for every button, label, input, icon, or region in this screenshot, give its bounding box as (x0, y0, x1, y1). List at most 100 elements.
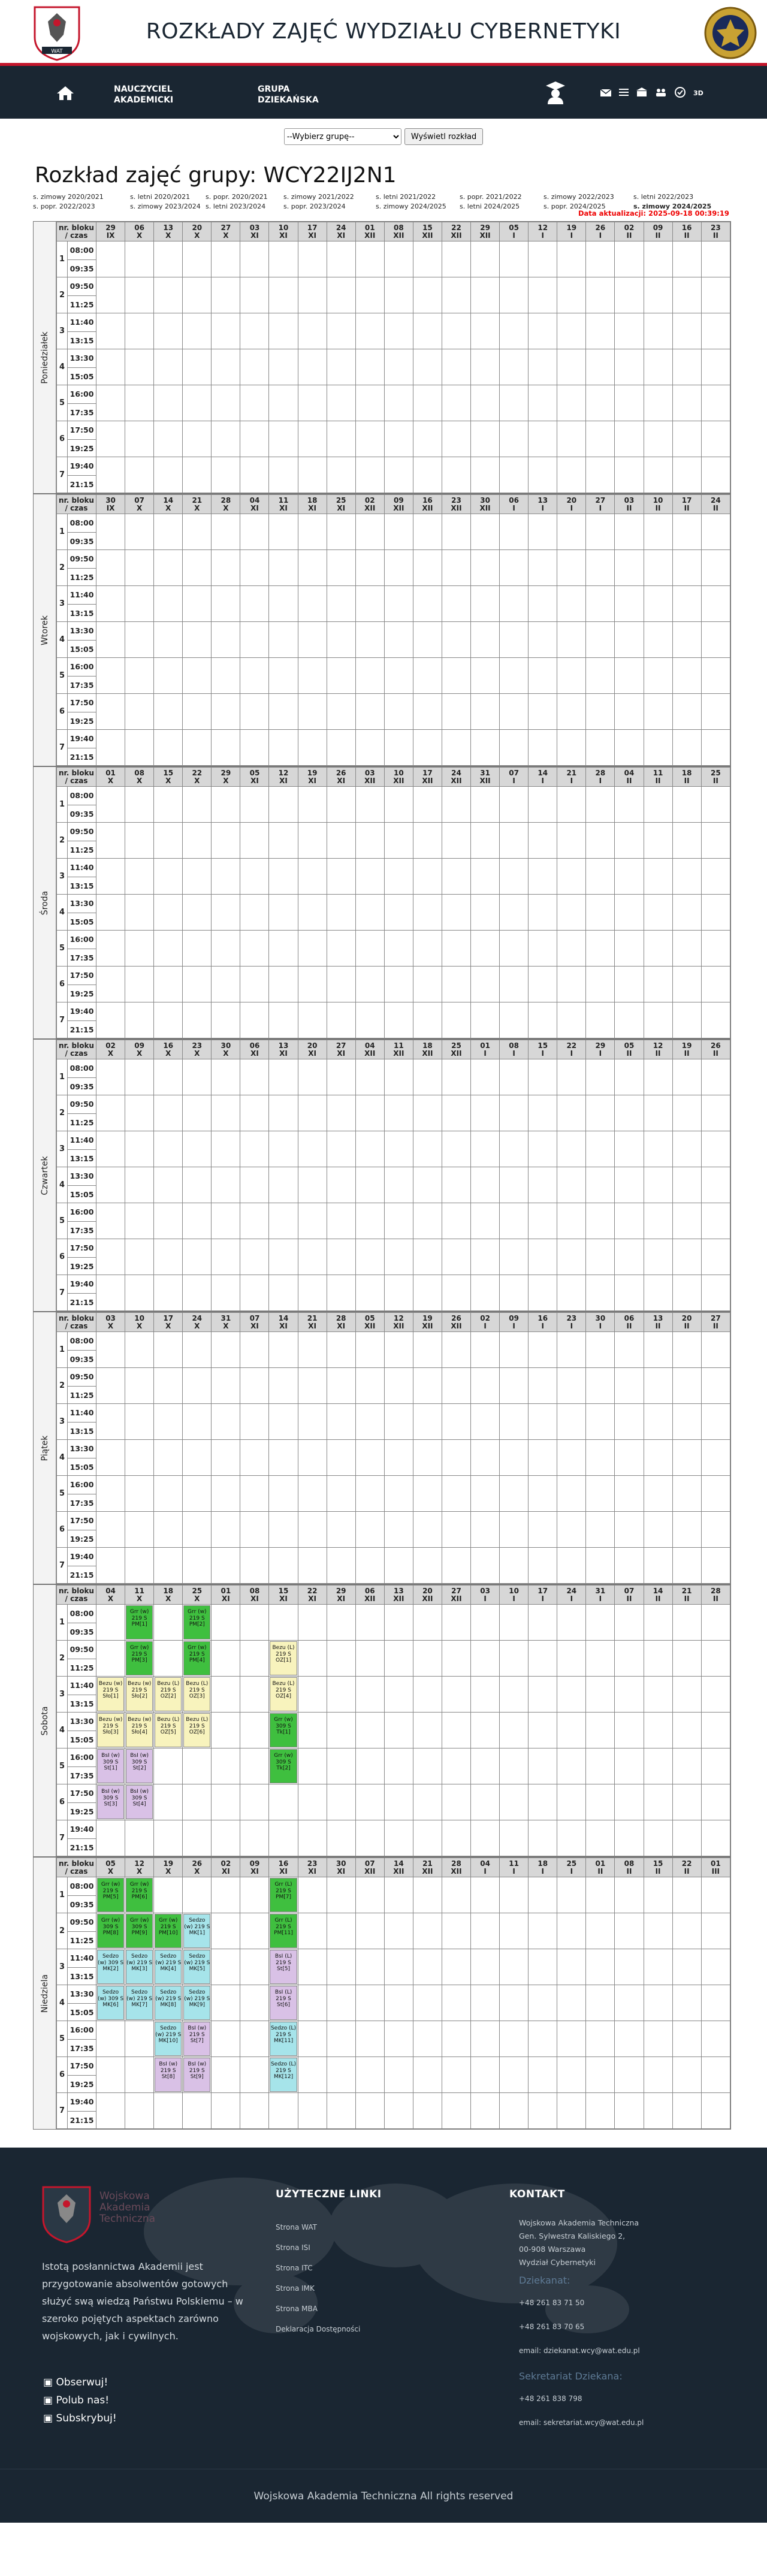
semester-link[interactable]: s. zimowy 2024/2025 (376, 203, 446, 210)
class-event[interactable]: Bezu (L) 219 S OZ[5] (155, 1713, 182, 1747)
mail-icon[interactable] (599, 86, 612, 98)
schedule-cell (412, 1095, 442, 1131)
useful-link[interactable]: Strona WAT (276, 2223, 317, 2231)
semester-link[interactable]: s. popr. 2020/2021 (206, 193, 268, 201)
show-schedule-button[interactable]: Wyświetl rozkład (404, 128, 484, 145)
semester-link[interactable]: s. letni 2024/2025 (460, 203, 520, 210)
class-event[interactable]: Grr (w) 309 S Tk[1] (270, 1713, 297, 1747)
semester-link[interactable]: s. zimowy 2024/2025 (633, 203, 712, 210)
class-event[interactable]: Sedzo (w) 219 S MK[4] (155, 1950, 182, 1984)
semester-link[interactable]: s. zimowy 2022/2023 (543, 193, 614, 201)
dean-email[interactable]: email: dziekanat.wcy@wat.edu.pl (519, 2347, 640, 2355)
semester-link[interactable]: s. popr. 2024/2025 (543, 203, 606, 210)
class-event[interactable]: Sedzo (L) 219 S MK[11] (270, 2022, 297, 2056)
class-event[interactable]: Bezu (L) 219 S OZ[1] (270, 1641, 297, 1675)
class-event[interactable]: BsI (w) 309 S St[3] (97, 1785, 125, 1819)
class-event[interactable]: Bezu (w) 219 S Sło[1] (97, 1677, 125, 1711)
3d-icon[interactable]: 3D (693, 86, 706, 98)
class-event[interactable]: Grr (w) 309 S PM[8] (97, 1914, 125, 1948)
class-event[interactable]: BsI (w) 309 S St[1] (97, 1749, 125, 1783)
class-event[interactable]: Bezu (w) 219 S Sło[4] (126, 1713, 153, 1747)
class-event[interactable]: Sedzo (w) 219 S MK[1] (183, 1914, 211, 1948)
faculty-seal-logo[interactable] (703, 6, 757, 60)
class-event[interactable]: Sedzo (w) 219 S MK[7] (126, 1986, 153, 2020)
class-event[interactable]: Bezu (L) 219 S OZ[4] (270, 1677, 297, 1711)
block-end: 19:25 (68, 1257, 96, 1275)
useful-link[interactable]: Strona ISI (276, 2243, 310, 2252)
semester-link[interactable]: s. popr. 2023/2024 (283, 203, 346, 210)
class-event[interactable]: Sedzo (L) 219 S MK[12] (270, 2058, 297, 2092)
date-header: 18 XI (297, 494, 327, 514)
class-event[interactable]: BsI (L) 219 S St[6] (270, 1986, 297, 2020)
class-event[interactable]: Sedzo (w) 219 S MK[9] (183, 1986, 211, 2020)
semester-link[interactable]: s. zimowy 2021/2022 (283, 193, 354, 201)
class-event[interactable]: Grr (w) 219 S PM[1] (126, 1605, 153, 1639)
class-event[interactable]: Grr (w) 309 S Tk[2] (270, 1749, 297, 1783)
wat-crest-logo[interactable]: WAT (30, 5, 84, 61)
secretariat-email[interactable]: email: sekretariat.wcy@wat.edu.pl (519, 2418, 644, 2427)
date-header: 03 II (614, 494, 644, 514)
class-event[interactable]: Grr (w) 219 S PM[4] (183, 1641, 211, 1675)
class-event[interactable]: BsI (L) 219 S St[5] (270, 1950, 297, 1984)
class-event[interactable]: Grr (L) 219 S PM[11] (270, 1914, 297, 1948)
semester-link[interactable]: s. popr. 2021/2022 (460, 193, 522, 201)
group-icon[interactable] (654, 86, 668, 98)
schedule-cell (384, 1604, 413, 1641)
class-event[interactable]: Sedzo (w) 219 S MK[10] (155, 2022, 182, 2056)
semester-link[interactable]: s. popr. 2022/2023 (33, 203, 95, 210)
class-event[interactable]: Grr (w) 219 S PM[3] (126, 1641, 153, 1675)
useful-link[interactable]: Strona IMK (276, 2284, 315, 2293)
day-table: nr. bloku / czas 29 IX 06 X 13 X 20 X 27 X 03 XI 10 XI… (56, 222, 731, 493)
nav-group[interactable]: GRUPA DZIEKAŃSKA (258, 84, 319, 105)
class-event[interactable]: Grr (L) 219 S PM[7] (270, 1878, 297, 1912)
class-event[interactable]: Grr (w) 219 S PM[6] (126, 1878, 153, 1912)
class-event[interactable]: Bezu (w) 219 S Sło[2] (126, 1677, 153, 1711)
semester-link[interactable]: s. letni 2022/2023 (633, 193, 694, 201)
secretariat-phone[interactable]: +48 261 838 798 (519, 2394, 582, 2403)
pass-icon[interactable] (674, 86, 687, 98)
social-facebook[interactable]: ▣ Polub nas! (43, 2394, 110, 2406)
class-event[interactable]: Bezu (L) 219 S OZ[6] (183, 1713, 211, 1747)
class-event[interactable]: Grr (w) 219 S PM[2] (183, 1605, 211, 1639)
dean-phone-2[interactable]: +48 261 83 70 65 (519, 2323, 585, 2331)
group-select[interactable]: --Wybierz grupę-- (283, 128, 401, 145)
class-event[interactable]: BsI (w) 219 S St[9] (183, 2058, 211, 2092)
class-event[interactable]: Sedzo (w) 219 S MK[8] (155, 1986, 182, 2020)
class-event[interactable]: Bezu (L) 219 S OZ[2] (155, 1677, 182, 1711)
class-event[interactable]: Grr (w) 309 S PM[9] (126, 1914, 153, 1948)
semester-link[interactable]: s. zimowy 2023/2024 (130, 203, 201, 210)
semester-link[interactable]: s. letni 2021/2022 (376, 193, 436, 201)
class-event[interactable]: BsI (w) 219 S St[8] (155, 2058, 182, 2092)
semester-link[interactable]: s. letni 2020/2021 (130, 193, 191, 201)
home-icon[interactable] (56, 85, 74, 101)
student-icon[interactable] (545, 80, 566, 104)
class-event[interactable]: Sedzo (w) 219 S MK[3] (126, 1950, 153, 1984)
class-event[interactable]: Grr (w) 219 S PM[5] (97, 1878, 125, 1912)
semester-link[interactable]: s. letni 2023/2024 (206, 203, 266, 210)
building-icon[interactable] (635, 86, 648, 98)
date-month: XII (364, 231, 376, 240)
useful-link[interactable]: Strona MBA (276, 2305, 318, 2313)
semester-link[interactable]: s. zimowy 2020/2021 (33, 193, 104, 201)
class-event[interactable]: Grr (w) 219 S PM[10] (155, 1914, 182, 1948)
class-event[interactable]: Sedzo (w) 219 S MK[5] (183, 1950, 211, 1984)
class-event[interactable]: BsI (w) 309 S St[2] (126, 1749, 153, 1783)
class-event[interactable]: Sedzo (w) 309 S MK[6] (97, 1986, 125, 2020)
useful-link[interactable]: Deklaracja Dostępności (276, 2325, 361, 2333)
footer-logo[interactable] (42, 2185, 168, 2245)
schedule-cell (125, 1095, 155, 1131)
social-twitter[interactable]: ▣ Obserwuj! (43, 2376, 108, 2388)
class-event[interactable]: Bezu (L) 219 S OZ[3] (183, 1677, 211, 1711)
social-youtube[interactable]: ▣ Subskrybuj! (43, 2412, 117, 2424)
list-icon[interactable] (617, 86, 630, 98)
class-event[interactable]: Bezu (w) 219 S Sło[3] (97, 1713, 125, 1747)
class-event[interactable]: BsI (w) 309 S St[4] (126, 1785, 153, 1819)
nav-teacher[interactable]: NAUCZYCIEL AKADEMICKI (114, 84, 174, 105)
dean-phone-1[interactable]: +48 261 83 71 50 (519, 2299, 585, 2307)
schedule-cell (355, 1985, 385, 2021)
useful-link[interactable]: Strona ITC (276, 2264, 313, 2272)
class-event[interactable]: BsI (w) 219 S St[7] (183, 2022, 211, 2056)
class-event[interactable]: Sedzo (w) 309 S MK[2] (97, 1950, 125, 1984)
schedule-cell (585, 277, 615, 313)
date-day: 20 (566, 496, 577, 505)
